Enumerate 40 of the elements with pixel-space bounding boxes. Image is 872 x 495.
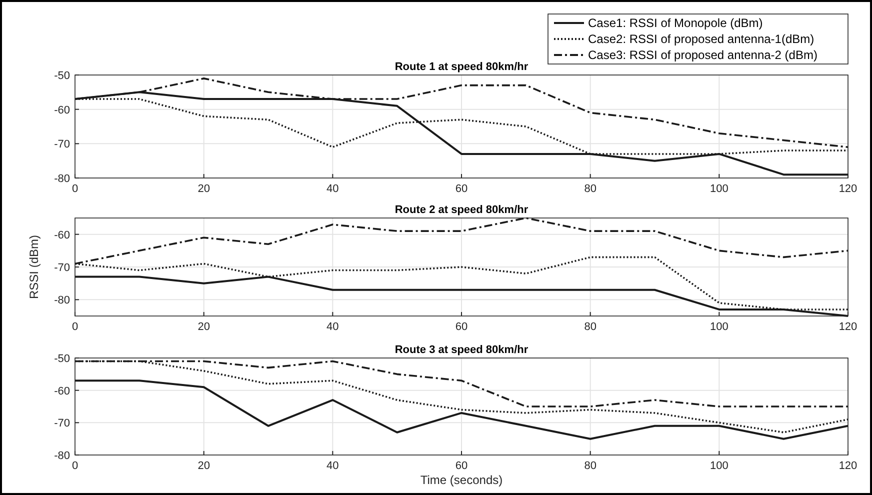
chart-title: Route 3 at speed 80km/hr bbox=[394, 344, 529, 356]
x-tick-label: 0 bbox=[72, 183, 78, 195]
x-axis-title: Time (seconds) bbox=[420, 473, 503, 487]
x-tick-label: 20 bbox=[198, 183, 210, 195]
x-tick-label: 120 bbox=[838, 183, 858, 195]
x-tick-label: 120 bbox=[838, 460, 858, 472]
y-tick-label: -80 bbox=[54, 294, 70, 307]
y-tick-label: -60 bbox=[54, 104, 70, 116]
x-tick-label: 80 bbox=[584, 321, 596, 333]
x-tick-label: 60 bbox=[455, 183, 468, 195]
x-tick-label: 60 bbox=[455, 460, 468, 472]
x-tick-label: 20 bbox=[198, 321, 210, 333]
x-tick-label: 0 bbox=[72, 321, 78, 333]
legend-label: Case3: RSSI of proposed antenna-2 (dBm) bbox=[588, 48, 818, 62]
x-tick-label: 120 bbox=[838, 321, 858, 333]
y-tick-label: -70 bbox=[54, 262, 70, 274]
y-tick-label: -80 bbox=[54, 173, 70, 185]
x-tick-label: 80 bbox=[584, 183, 596, 195]
chart-title: Route 2 at speed 80km/hr bbox=[394, 204, 529, 216]
x-tick-label: 20 bbox=[198, 460, 210, 472]
x-tick-label: 100 bbox=[710, 460, 728, 472]
x-tick-label: 40 bbox=[326, 183, 339, 195]
y-tick-label: -50 bbox=[54, 353, 70, 365]
x-tick-label: 100 bbox=[710, 321, 728, 333]
y-tick-label: -60 bbox=[54, 385, 70, 398]
y-axis-title: RSSI (dBm) bbox=[27, 234, 41, 300]
legend-label: Case2: RSSI of proposed antenna-1(dBm) bbox=[588, 32, 814, 46]
y-tick-label: -60 bbox=[54, 229, 70, 242]
x-tick-label: 100 bbox=[710, 183, 728, 195]
x-tick-label: 40 bbox=[326, 321, 339, 333]
y-tick-label: -50 bbox=[54, 70, 70, 82]
chart-title: Route 1 at speed 80km/hr bbox=[394, 61, 529, 73]
x-tick-label: 0 bbox=[72, 460, 78, 472]
x-tick-label: 80 bbox=[584, 460, 596, 472]
y-tick-label: -80 bbox=[54, 450, 70, 462]
legend-label: Case1: RSSI of Monopole (dBm) bbox=[588, 16, 763, 30]
y-tick-label: -70 bbox=[54, 418, 70, 430]
x-tick-label: 60 bbox=[455, 321, 468, 333]
x-tick-label: 40 bbox=[326, 460, 339, 472]
y-tick-label: -70 bbox=[54, 138, 70, 151]
